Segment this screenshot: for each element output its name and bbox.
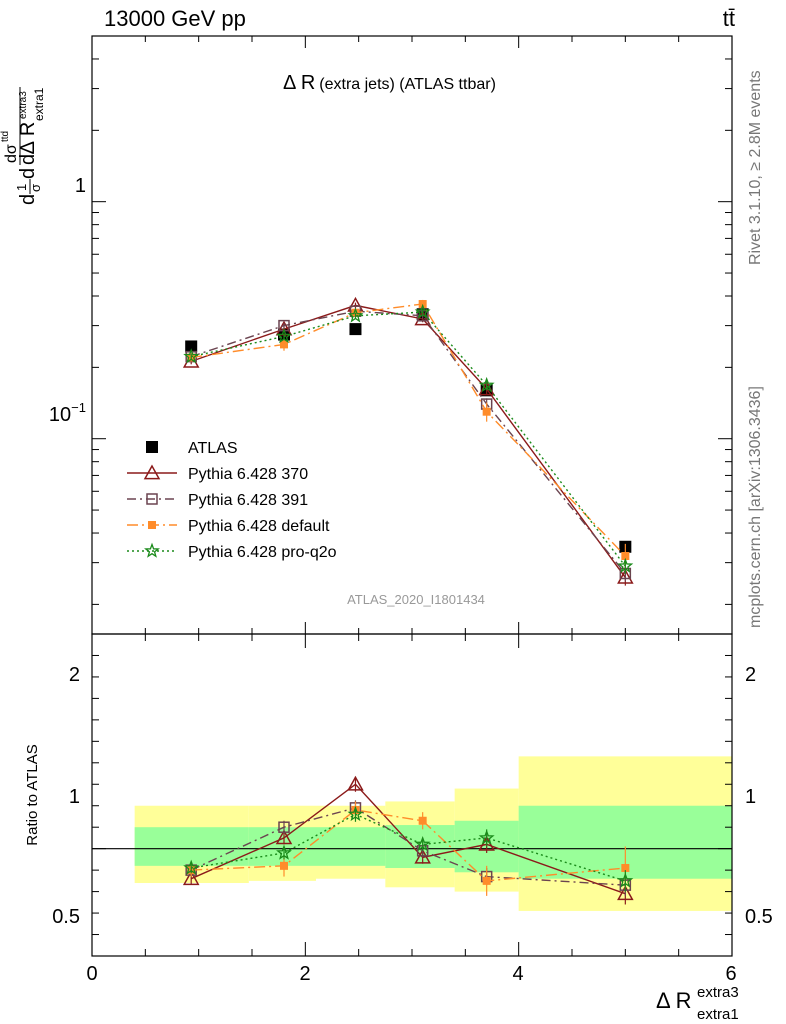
x-axis-label: Δ R extra3 extra1 [656,984,739,1023]
main-chart-title: Δ R (extra jets) (ATLAS ttbar) [283,72,496,94]
ratio-data-point [617,885,634,901]
legend-label: ATLAS [188,440,238,457]
legend-item-2: Pythia 6.428 391 [127,492,308,509]
main-series-2 [185,305,632,582]
main-series-4 [183,303,634,574]
svg-text:dσ: dσ [3,144,20,163]
legend-marker [146,441,158,453]
main-y-axis-label: d 1 σ d d∆ R extra1 extra3 dσ ttd [0,87,46,205]
svg-text:d: d [17,194,39,205]
legend-label: Pythia 6.428 370 [188,466,308,483]
ratio-ytick-label-0.5: 0.5 [52,906,80,928]
main-series-line [190,310,626,574]
main-series-1 [182,296,634,586]
main-data-point [280,340,288,349]
main-ytick-label-0.1: 10−1 [49,400,86,426]
ratio-inner-band [134,827,249,866]
svg-text:Δ R: Δ R [656,988,691,1013]
ratio-ytick-label-right-2: 2 [745,664,756,686]
svg-text:extra3: extra3 [697,984,739,1001]
legend-item-3: Pythia 6.428 default [127,518,330,535]
main-data-point [183,348,200,364]
xtick-label-6: 6 [725,963,736,985]
ratio-panel: Ratio to ATLAS 2 1 0.5 2 1 0.5 0 2 4 6 Δ… [24,633,773,1023]
svg-text:d: d [17,168,39,179]
main-data-point [185,340,198,353]
legend-marker [148,521,156,529]
legend-item-0: ATLAS [146,440,238,457]
ratio-series-line [190,783,626,895]
mcplots-label: mcplots.cern.ch [arXiv:1306.3436] [747,386,764,628]
ratio-data-point [418,816,427,825]
ratio-ytick-label-right-1: 1 [745,786,756,808]
legend-label: Pythia 6.428 default [188,518,330,535]
main-data-point [276,328,292,344]
main-data-point [347,307,364,323]
main-series-line [191,311,626,567]
main-data-point [617,568,634,584]
svg-text:extra1: extra1 [32,87,46,121]
ratio-series-3 [183,805,634,892]
main-data-point [478,376,495,393]
ratio-data-point [478,829,495,845]
ratio-series-line [190,807,626,886]
ratio-data-point [278,821,290,833]
ratio-data-point [276,844,292,860]
ratio-series-line [191,809,626,882]
ratio-data-point [347,805,364,822]
legend-marker [143,464,161,480]
main-data-point [349,323,362,336]
main-ytick-label-1: 1 [75,175,86,197]
rivet-version-label: Rivet 3.1.10, ≥ 2.8M events [747,70,764,265]
legend-label: Pythia 6.428 391 [188,492,308,509]
header-process-label: tt̄ [723,6,735,31]
legend-item-4: Pythia 6.428 pro-q2o [127,542,337,561]
svg-text:1: 1 [14,184,29,191]
ratio-data-point [182,870,200,886]
ratio-data-point [617,872,634,888]
ratio-ytick-label-2: 2 [69,664,80,686]
svg-text:σ: σ [28,184,43,192]
main-data-point [617,557,634,573]
ratio-data-point [183,859,200,875]
legend-marker [144,542,160,558]
legend-label: Pythia 6.428 pro-q2o [188,544,337,561]
ratio-data-point [275,829,293,845]
legend: ATLAS Pythia 6.428 370 Pythia 6.428 391 Pyt… [127,440,337,561]
main-series-line [191,303,626,557]
main-panel: Δ R (extra jets) (ATLAS ttbar) 1 10−1 d 1… [0,35,733,635]
ratio-ytick-label-right-0.5: 0.5 [745,906,773,928]
svg-text:extra3: extra3 [18,91,29,119]
main-data-point [621,552,630,561]
main-data-point [414,303,431,319]
ratio-data-point [280,861,288,870]
svg-text:d∆ R: d∆ R [17,122,39,165]
ratio-data-point [621,863,630,872]
svg-text:ttd: ttd [0,131,11,142]
main-series-0 [185,308,632,553]
legend-marker [146,493,158,505]
xtick-label-4: 4 [512,963,523,985]
ratio-data-point [414,835,431,852]
xtick-label-0: 0 [86,963,97,985]
svg-text:extra1: extra1 [697,1006,739,1023]
xtick-label-2: 2 [299,963,310,985]
header-energy-label: 13000 GeV pp [104,6,246,31]
legend-item-1: Pythia 6.428 370 [127,464,308,483]
analysis-id-label: ATLAS_2020_I1801434 [347,592,485,607]
ratio-plot-frame [91,633,733,957]
main-series-line [190,304,626,578]
main-data-point [482,407,491,416]
ratio-data-point [482,876,491,885]
ratio-y-axis-label: Ratio to ATLAS [24,744,41,845]
ratio-ytick-label-1: 1 [69,786,80,808]
main-data-point [414,310,431,326]
ratio-data-point [347,775,364,791]
ratio-inner-band [316,827,386,866]
